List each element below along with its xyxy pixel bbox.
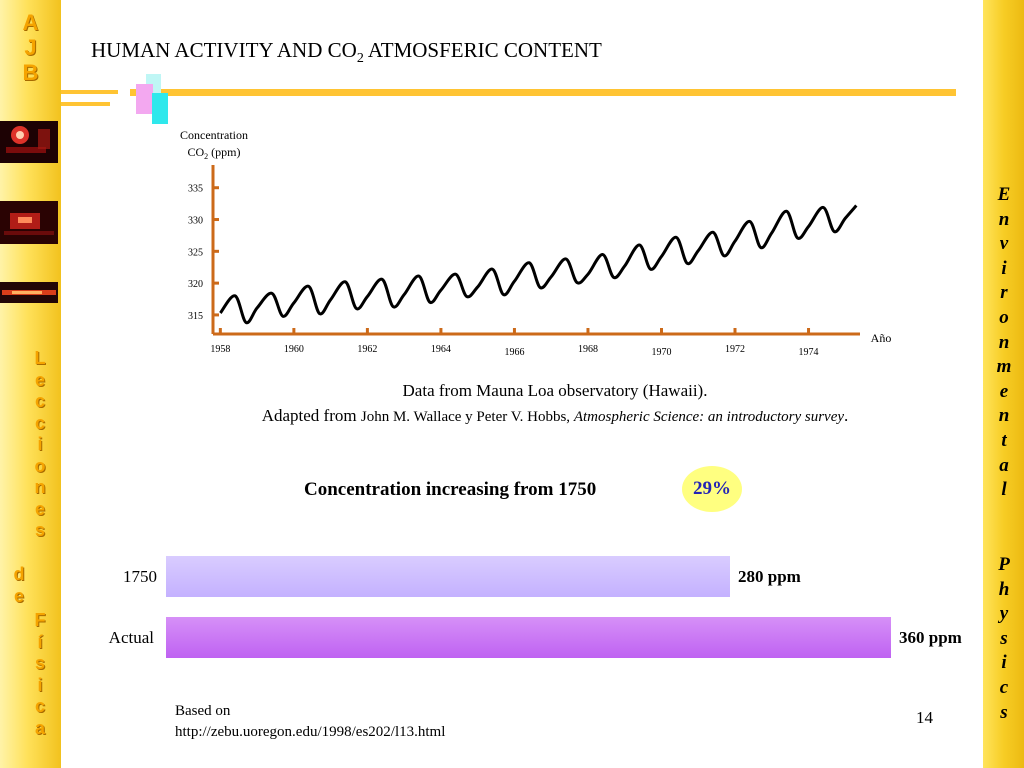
source-line-1: Based on: [175, 703, 231, 719]
page-number: 14: [916, 708, 933, 727]
bar-1750: [166, 556, 730, 597]
percent-badge: 29%: [682, 466, 742, 512]
sidebar-letter: e: [34, 369, 45, 390]
bar-value-1750: 280 ppm: [738, 567, 801, 586]
thumbnail-image-3: [0, 282, 58, 303]
title-text-suffix: ATMOSFERIC CONTENT: [363, 38, 602, 62]
sidebar-letter: a: [999, 454, 1009, 476]
sidebar-letter: i: [1001, 652, 1007, 674]
x-axis-label: Año: [871, 331, 892, 345]
title-text: HUMAN ACTIVITY AND CO: [91, 38, 357, 62]
sidebar-letter: o: [999, 306, 1009, 328]
caption-prefix: Adapted from: [261, 406, 361, 425]
sidebar-letter: n: [998, 208, 1010, 230]
x-tick-label: 1972: [725, 344, 745, 355]
y-tick-label: 315: [188, 311, 203, 322]
vertical-text-environmental: E n v i r o n m e n t a l: [993, 183, 1015, 503]
sidebar-letter: c: [34, 696, 45, 716]
y-tick-label: 325: [188, 247, 203, 258]
sidebar-letter: c: [999, 676, 1009, 698]
title-underline-short-2: [61, 102, 110, 106]
deco-square-pink: [136, 84, 153, 114]
sidebar-letter: n: [34, 477, 46, 497]
sidebar-letter: E: [997, 184, 1011, 205]
co2-chart: Concentration CO2 (ppm) 315 320 325 330 335 195…: [160, 120, 900, 370]
caption-adapted: Adapted from John M. Wallace y Peter V. …: [0, 406, 1024, 426]
bar-label-1750: 1750: [123, 567, 157, 586]
source-reference: Based on http://zebu.uoregon.edu/1998/es…: [175, 701, 445, 743]
sidebar-letter: s: [1000, 701, 1008, 723]
sidebar-letter: F: [34, 610, 46, 630]
sidebar-letter: e: [34, 498, 45, 519]
co2-series-line: [219, 204, 858, 325]
ajb-logo: A J B: [0, 10, 61, 85]
x-tick-label: 1968: [578, 344, 598, 355]
sidebar-letter: r: [1000, 282, 1008, 304]
sidebar-letter: e: [999, 380, 1009, 402]
y-axis-label: Concentration: [180, 128, 248, 142]
title-underline-short-1: [61, 90, 118, 94]
increase-headline: Concentration increasing from 1750: [304, 479, 597, 500]
co2-line-chart: Concentration CO2 (ppm) 315 320 325 330 335 195…: [180, 128, 892, 358]
vertical-text-lecciones: L e c c i o n e s: [30, 348, 50, 542]
sidebar-letter: y: [999, 603, 1009, 625]
sidebar-letter: i: [37, 434, 43, 454]
vertical-text-de: d e: [9, 564, 29, 607]
caption-source: Data from Mauna Loa observatory (Hawaii)…: [402, 381, 708, 400]
x-tick-label: 1966: [504, 347, 524, 358]
vertical-text-fisica: F í s i c a: [30, 610, 50, 739]
y-tick-label: 320: [188, 279, 203, 290]
bar-actual: [166, 617, 891, 658]
sidebar-letter: l: [1001, 479, 1007, 501]
sidebar-letter: c: [34, 391, 45, 411]
sidebar-letter: h: [998, 578, 1010, 600]
title-subscript: 2: [356, 51, 364, 67]
bar-label-actual: Actual: [108, 628, 154, 647]
x-tick-label: 1958: [210, 344, 230, 355]
sidebar-letter: o: [34, 455, 46, 476]
x-tick-label: 1974: [799, 347, 819, 358]
sidebar-letter: t: [1001, 429, 1007, 451]
sidebar-letter: s: [1000, 627, 1008, 649]
sidebar-letter: e: [13, 585, 24, 606]
logo-letter: J: [24, 35, 37, 60]
x-tick-label: 1964: [431, 344, 451, 355]
y-axis-label-unit: CO2 (ppm): [188, 145, 241, 161]
caption-suffix: .: [844, 406, 849, 425]
x-tick-label: 1970: [651, 347, 671, 358]
y-tick-label: 335: [188, 184, 203, 195]
logo-letter: B: [22, 60, 39, 85]
sidebar-letter: P: [998, 554, 1010, 575]
thumbnail-image-2: [0, 201, 58, 244]
deco-square-cyan: [152, 93, 168, 124]
sidebar-letter: i: [1001, 257, 1007, 279]
thumbnail-image-1: [0, 121, 58, 163]
caption-authors: John M. Wallace y Peter V. Hobbs,: [360, 409, 574, 425]
x-tick-label: 1962: [357, 344, 377, 355]
logo-letter: A: [22, 10, 39, 35]
sidebar-letter: n: [998, 405, 1010, 427]
sidebar-letter: m: [996, 356, 1012, 378]
sidebar-letter: d: [13, 564, 25, 584]
bar-value-actual: 360 ppm: [899, 628, 962, 647]
title-underline: [130, 89, 956, 96]
sidebar-letter: í: [37, 631, 43, 652]
sidebar-letter: v: [999, 233, 1009, 255]
caption-book: Atmospheric Science: an introductory sur…: [573, 409, 845, 425]
source-link[interactable]: http://zebu.uoregon.edu/1998/es202/l13.h…: [175, 724, 446, 740]
sidebar-letter: i: [37, 674, 43, 695]
sidebar-letter: a: [34, 717, 45, 738]
sidebar-letter: L: [34, 348, 46, 368]
sidebar-letter: c: [34, 412, 45, 433]
page-title: HUMAN ACTIVITY AND CO2 ATMOSFERIC CONTEN…: [91, 38, 602, 67]
sidebar-letter: s: [34, 653, 45, 673]
right-sidebar: [983, 0, 1024, 768]
y-tick-label: 330: [188, 216, 203, 227]
vertical-text-physics: P h y s i c s: [993, 553, 1015, 725]
sidebar-letter: n: [998, 331, 1010, 353]
sidebar-letter: s: [34, 520, 45, 540]
x-tick-label: 1960: [284, 344, 304, 355]
